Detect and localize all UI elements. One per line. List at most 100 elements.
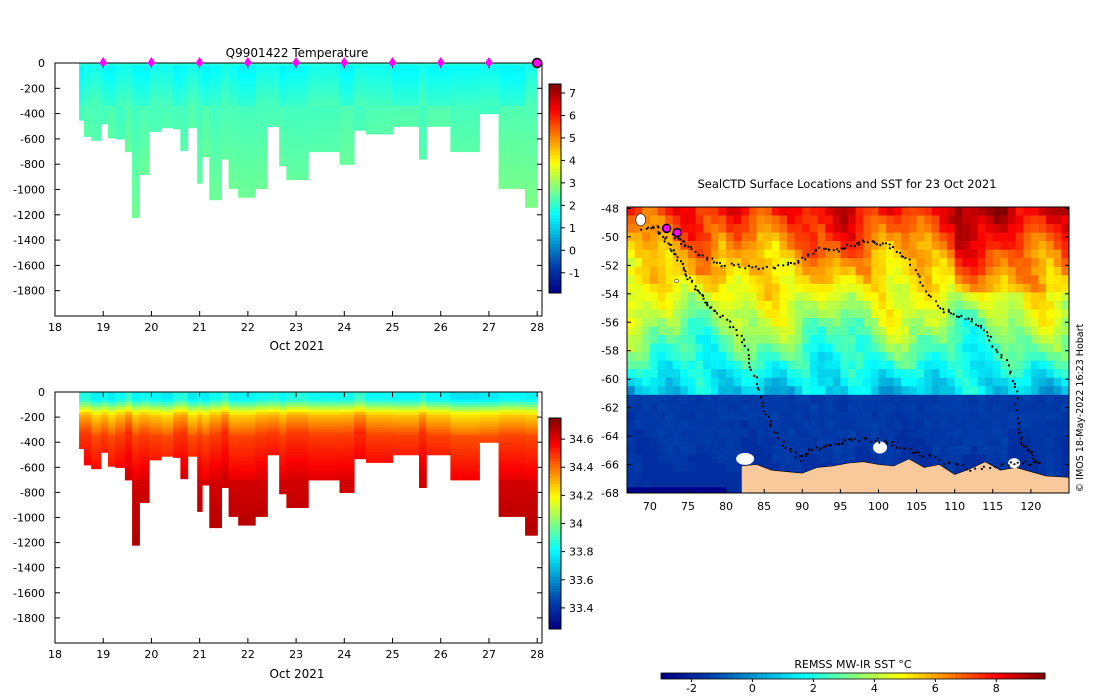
sst-cell (634, 420, 643, 430)
sst-cell (726, 215, 735, 225)
profile-cell (221, 75, 230, 79)
track-point (679, 238, 682, 241)
sst-cell (840, 292, 849, 302)
profile-cell (108, 100, 116, 104)
profile-cell (173, 449, 181, 453)
profile-cell (286, 113, 309, 117)
sst-cell (924, 275, 933, 285)
sst-cell (947, 215, 956, 225)
sst-cell (1053, 420, 1062, 430)
profile-cell (228, 394, 239, 398)
profile-cell (366, 407, 394, 411)
profile-cell (286, 133, 309, 137)
profile-cell (108, 419, 116, 423)
profile-cell (180, 116, 189, 120)
sst-cell (863, 207, 872, 217)
profile-cell (173, 63, 181, 67)
sst-cell (1046, 335, 1055, 345)
profile-cell (279, 131, 287, 135)
profile-cell (339, 159, 355, 163)
profile-cell (161, 447, 174, 451)
sst-cell (916, 446, 925, 456)
sst-cell (1038, 411, 1047, 421)
track-point (723, 264, 726, 267)
profile-cell (498, 484, 526, 488)
profile-cell (228, 477, 239, 481)
profile-cell (124, 113, 133, 117)
profile-cell (124, 447, 133, 451)
profile-cell (525, 78, 538, 82)
profile-cell (450, 467, 480, 471)
profile-cell (173, 103, 181, 107)
profile-cell (525, 392, 538, 396)
sst-cell (1038, 386, 1047, 396)
track-point (1018, 431, 1021, 435)
profile-cell (83, 397, 92, 401)
profile-cell (161, 429, 174, 433)
profile-cell (308, 133, 340, 137)
sst-cell (779, 420, 788, 430)
profile-cell (228, 432, 239, 436)
sst-cell (1053, 369, 1062, 379)
profile-cell (228, 427, 239, 431)
profile-cell (108, 447, 116, 451)
sst-cell (748, 309, 758, 319)
sst-cell (1053, 335, 1062, 345)
profile-cell (525, 402, 538, 406)
profile-cell (339, 121, 355, 125)
profile-cell (149, 427, 162, 431)
profile-cell (525, 116, 538, 120)
colorbar-step (549, 424, 561, 429)
profile-cell (228, 515, 239, 517)
profile-cell (139, 80, 150, 84)
sst-cell (893, 275, 902, 285)
profile-cell (202, 392, 210, 396)
profile-cell (366, 447, 394, 451)
sst-cell (718, 318, 727, 328)
sst-cell (787, 232, 796, 242)
profile-cell (498, 432, 526, 436)
profile-cell (279, 141, 287, 145)
sst-cell (710, 241, 719, 251)
sst-cell (1046, 446, 1055, 456)
profile-cell (426, 437, 451, 441)
profile-cell (286, 65, 309, 69)
profile-cell (255, 108, 268, 112)
sst-cell (939, 275, 948, 285)
profile-cell (202, 63, 210, 67)
profile-cell (450, 459, 480, 463)
sst-cell (710, 224, 719, 234)
profile-cell (132, 63, 140, 67)
profile-cell (161, 427, 174, 431)
profile-cell (100, 113, 109, 117)
profile-cell (180, 407, 189, 411)
sst-cell (764, 454, 773, 464)
sst-cell (802, 300, 811, 310)
profile-cell (498, 402, 526, 406)
profile-cell (149, 95, 162, 99)
colorbar-step (549, 427, 561, 432)
track-point (1013, 385, 1016, 388)
sst-cell (825, 377, 834, 387)
sst-cell (855, 454, 864, 464)
sst-cell (779, 258, 788, 268)
profile-cell (209, 522, 222, 526)
profile-cell (238, 402, 256, 406)
profile-cell (180, 464, 189, 468)
profile-cell (426, 439, 451, 443)
profile-cell (354, 447, 367, 451)
profile-cell (479, 93, 500, 97)
profile-cell (419, 392, 427, 396)
sst-cell (634, 249, 643, 259)
sst-cell (916, 352, 925, 362)
profile-cell (149, 128, 162, 132)
profile-cell (279, 459, 287, 463)
profile-cell (498, 439, 526, 443)
profile-cell (108, 427, 116, 431)
sst-cell (909, 241, 918, 251)
sst-cell (726, 309, 735, 319)
profile-cell (255, 447, 268, 451)
profile-cell (187, 424, 198, 428)
profile-cell (139, 144, 150, 148)
sst-cell (627, 283, 636, 293)
